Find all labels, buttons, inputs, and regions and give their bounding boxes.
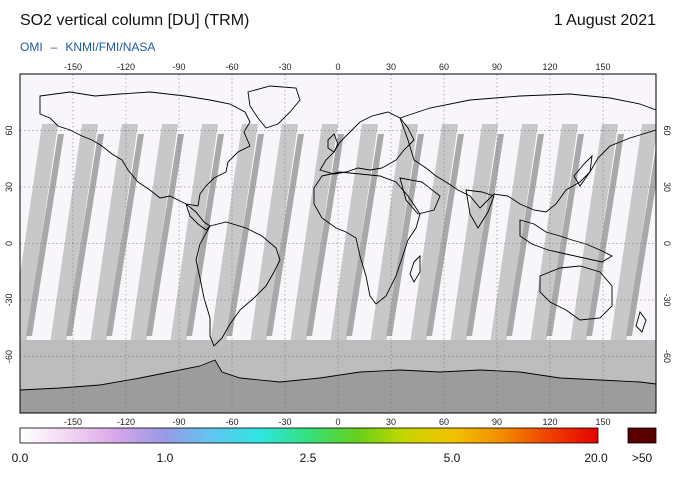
lat-label-right: 60	[662, 125, 672, 135]
lon-label-top: 60	[439, 62, 449, 72]
lat-label-right: -60	[662, 350, 672, 363]
swath-gap-band	[450, 124, 498, 344]
swath-gap-band	[610, 124, 656, 344]
colorbar-tick-label: 0.0	[12, 451, 29, 465]
graticule	[20, 74, 656, 413]
swath-gap-band	[50, 124, 98, 344]
swath-gap-band	[570, 124, 618, 344]
colorbar-overflow-label: >50	[632, 451, 653, 465]
swath-anomaly-band	[146, 134, 184, 336]
swath-gap-band	[330, 124, 378, 344]
lon-label-top: 150	[595, 62, 610, 72]
lat-label-right: 0	[662, 241, 672, 246]
swath-gap-band	[130, 124, 178, 344]
credit-line: OMI – KNMI/FMI/NASA	[20, 40, 155, 54]
lat-label-right: 30	[662, 182, 672, 192]
colorbar-tick-label: 20.0	[584, 451, 608, 465]
lon-label-bottom: 0	[335, 417, 340, 427]
lat-label-left: 0	[4, 241, 14, 246]
colorbar-gradient	[19, 427, 599, 444]
axis-labels: -150 -150 -120 -120 -90 -90 -60 -60 -30 -30 0 0 30 30…	[4, 62, 672, 427]
lon-label-bottom: -120	[117, 417, 135, 427]
swath-anomaly-band	[466, 134, 504, 336]
lon-label-top: 0	[335, 62, 340, 72]
lon-label-top: -60	[225, 62, 238, 72]
credit-separator: –	[50, 40, 58, 54]
lat-label-left: -60	[4, 350, 14, 363]
swath-anomaly-band	[66, 134, 104, 336]
colorbar-tick-label: 2.5	[300, 451, 317, 465]
swath-gap-band	[210, 124, 258, 344]
lon-label-bottom: 120	[542, 417, 557, 427]
lon-label-top: -90	[172, 62, 185, 72]
lat-label-left: -30	[4, 293, 14, 306]
lon-label-bottom: -60	[225, 417, 238, 427]
colorbar-labels: 0.0 1.0 2.5 5.0 20.0 >50	[12, 451, 653, 465]
coastline-layer	[20, 85, 656, 391]
lat-label-right: -30	[662, 293, 672, 306]
swath-anomaly-band	[586, 134, 624, 336]
lon-label-top: 30	[386, 62, 396, 72]
swath-anomaly-band	[226, 134, 264, 336]
lon-label-bottom: 60	[439, 417, 449, 427]
lon-label-bottom: -90	[172, 417, 185, 427]
swath-anomaly-band	[26, 134, 64, 336]
lon-label-bottom: 90	[492, 417, 502, 427]
lat-label-left: 60	[4, 125, 14, 135]
swath-gap-band	[170, 124, 218, 344]
swath-anomaly-band	[506, 134, 544, 336]
swath-gap-band	[20, 124, 58, 344]
swath-gap-band	[290, 124, 338, 344]
map-title: SO2 vertical column [DU] (TRM)	[20, 12, 250, 29]
lon-label-bottom: -150	[64, 417, 82, 427]
credit-instrument: OMI	[20, 40, 43, 54]
credit-agencies: KNMI/FMI/NASA	[65, 40, 156, 54]
swath-gap-band	[250, 124, 298, 344]
swath-anomaly-band	[386, 134, 424, 336]
swath-anomaly-band	[626, 146, 656, 336]
colorbar-overflow-swatch	[627, 427, 657, 444]
lat-label-left: 30	[4, 182, 14, 192]
swath-anomaly-band	[306, 134, 344, 336]
colorbar-tick-label: 5.0	[444, 451, 461, 465]
lon-label-top: -120	[117, 62, 135, 72]
swath-anomaly-band	[546, 134, 584, 336]
swath-layer	[20, 124, 656, 344]
colorbar-tick-label: 1.0	[157, 451, 174, 465]
swath-anomaly-band	[426, 134, 464, 336]
lon-label-bottom: 150	[595, 417, 610, 427]
swath-anomaly-band	[106, 134, 144, 336]
swath-gap-band	[490, 124, 538, 344]
lon-label-top: -150	[64, 62, 82, 72]
lon-label-top: -30	[278, 62, 291, 72]
map-frame	[19, 73, 657, 414]
lon-label-bottom: -30	[278, 417, 291, 427]
lon-label-bottom: 30	[386, 417, 396, 427]
lon-label-top: 90	[492, 62, 502, 72]
map-date: 1 August 2021	[553, 12, 656, 29]
swath-anomaly-band	[346, 134, 384, 336]
swath-gap-band	[410, 124, 458, 344]
lon-label-top: 120	[542, 62, 557, 72]
